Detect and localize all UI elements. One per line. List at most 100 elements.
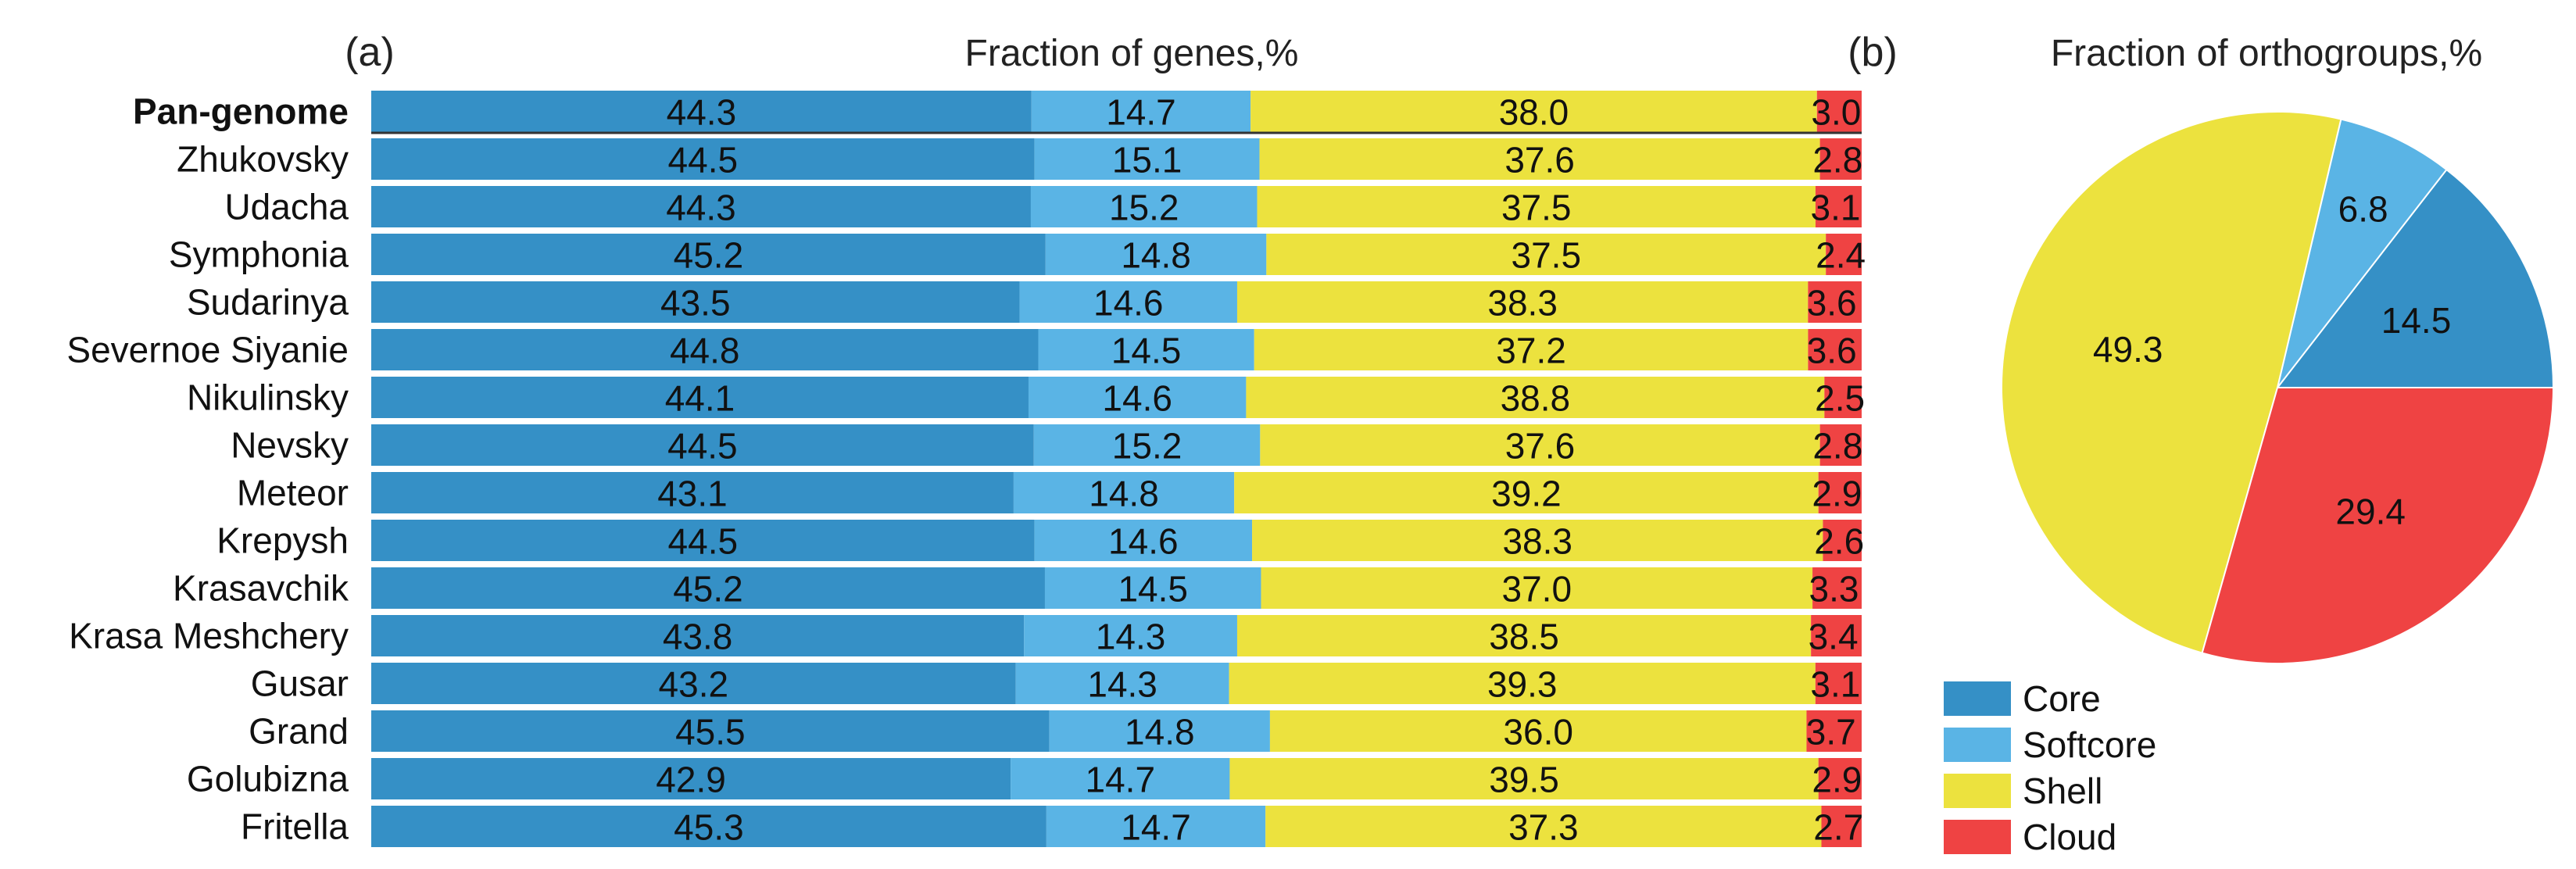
bar-shell-pan-genome bbox=[1250, 91, 1817, 132]
bar-value-label-core-gusar: 43.2 bbox=[659, 664, 729, 705]
bar-value-label-core-golubizna: 42.9 bbox=[656, 760, 726, 800]
legend-label-cloud: Cloud bbox=[2023, 817, 2116, 857]
bar-value-label-softcore-golubizna: 14.7 bbox=[1086, 760, 1156, 800]
bar-shell-krasavchik bbox=[1261, 567, 1813, 609]
bar-value-label-softcore-sudarinya: 14.6 bbox=[1093, 283, 1164, 324]
bar-core-severnoe-siyanie bbox=[371, 329, 1039, 370]
bar-core-sudarinya bbox=[371, 281, 1020, 323]
bar-value-label-cloud-symphonia: 2.4 bbox=[1816, 235, 1866, 276]
bar-cloud-krasa-meshchery bbox=[1811, 615, 1862, 656]
category-label-krasavchik: Krasavchik bbox=[173, 568, 349, 609]
pie-value-label-softcore: 6.8 bbox=[2338, 189, 2388, 230]
bar-value-label-softcore-krepysh: 14.6 bbox=[1108, 521, 1179, 562]
bar-core-grand bbox=[371, 710, 1050, 752]
bar-value-label-cloud-udacha: 3.1 bbox=[1810, 188, 1860, 228]
bar-shell-krasa-meshchery bbox=[1236, 615, 1812, 656]
bar-value-label-softcore-grand: 14.8 bbox=[1125, 712, 1195, 753]
bar-value-label-shell-krasa-meshchery: 38.5 bbox=[1489, 617, 1559, 657]
bar-value-label-softcore-symphonia: 14.8 bbox=[1121, 235, 1191, 276]
category-label-pan-genome: Pan-genome bbox=[133, 91, 349, 132]
bar-shell-meteor bbox=[1234, 472, 1819, 513]
bar-cloud-udacha bbox=[1815, 186, 1862, 227]
bar-cloud-fritella bbox=[1821, 806, 1862, 847]
bar-shell-sudarinya bbox=[1236, 281, 1809, 323]
category-label-sudarinya: Sudarinya bbox=[187, 282, 349, 323]
bar-softcore-golubizna bbox=[1011, 758, 1230, 799]
bar-value-label-core-nikulinsky: 44.1 bbox=[665, 378, 735, 419]
category-label-nikulinsky: Nikulinsky bbox=[187, 377, 349, 418]
bar-value-label-softcore-gusar: 14.3 bbox=[1087, 664, 1157, 705]
pie-value-label-core: 14.5 bbox=[2381, 300, 2452, 341]
bar-core-nikulinsky bbox=[371, 377, 1029, 418]
bar-value-label-core-grand: 45.5 bbox=[675, 712, 746, 753]
bar-core-symphonia bbox=[371, 234, 1046, 275]
pie-value-label-shell: 49.3 bbox=[2093, 329, 2163, 370]
legend-label-shell: Shell bbox=[2023, 771, 2102, 811]
bar-softcore-udacha bbox=[1030, 186, 1258, 227]
bar-cloud-gusar bbox=[1815, 663, 1862, 704]
bar-softcore-pan-genome bbox=[1031, 91, 1251, 132]
bar-softcore-krasavchik bbox=[1044, 567, 1261, 609]
bar-cloud-golubizna bbox=[1818, 758, 1862, 799]
category-label-fritella: Fritella bbox=[241, 806, 349, 847]
bar-cloud-sudarinya bbox=[1808, 281, 1862, 323]
bar-cloud-grand bbox=[1806, 710, 1862, 752]
bar-value-label-shell-zhukovsky: 37.6 bbox=[1504, 140, 1575, 181]
bar-value-label-core-meteor: 43.1 bbox=[657, 474, 728, 514]
category-label-golubizna: Golubizna bbox=[187, 759, 349, 799]
bar-shell-fritella bbox=[1265, 806, 1822, 847]
bar-value-label-shell-grand: 36.0 bbox=[1503, 712, 1573, 753]
bar-value-label-core-sudarinya: 43.5 bbox=[660, 283, 731, 324]
legend-swatch-cloud bbox=[1944, 820, 2011, 854]
bar-shell-nikulinsky bbox=[1246, 377, 1825, 418]
legend-label-softcore: Softcore bbox=[2023, 724, 2156, 765]
bar-softcore-fritella bbox=[1046, 806, 1266, 847]
bar-core-zhukovsky bbox=[371, 138, 1035, 180]
category-label-udacha: Udacha bbox=[224, 187, 349, 227]
bar-cloud-krasavchik bbox=[1812, 567, 1862, 609]
bar-value-label-cloud-severnoe-siyanie: 3.6 bbox=[1807, 331, 1857, 371]
bar-value-label-shell-sudarinya: 38.3 bbox=[1487, 283, 1558, 324]
bar-chart-title: Fraction of genes,% bbox=[965, 33, 1299, 74]
category-label-nevsky: Nevsky bbox=[231, 425, 349, 466]
bar-core-pan-genome bbox=[371, 91, 1032, 132]
bar-value-label-cloud-fritella: 2.7 bbox=[1813, 807, 1863, 848]
bar-core-nevsky bbox=[371, 424, 1034, 466]
bar-shell-golubizna bbox=[1229, 758, 1819, 799]
legend: Core Softcore Shell Cloud bbox=[1944, 678, 2156, 857]
category-label-zhukovsky: Zhukovsky bbox=[177, 139, 349, 180]
bar-shell-grand bbox=[1269, 710, 1807, 752]
panel-a-label: (a) bbox=[345, 30, 395, 75]
bar-value-label-cloud-zhukovsky: 2.8 bbox=[1812, 140, 1862, 181]
bar-shell-severnoe-siyanie bbox=[1254, 329, 1809, 370]
bar-value-label-shell-meteor: 39.2 bbox=[1491, 474, 1562, 514]
bar-value-label-cloud-nevsky: 2.8 bbox=[1812, 426, 1862, 467]
bar-value-label-cloud-krasa-meshchery: 3.4 bbox=[1809, 617, 1859, 657]
bar-value-label-softcore-zhukovsky: 15.1 bbox=[1112, 140, 1182, 181]
bar-value-label-core-zhukovsky: 44.5 bbox=[668, 140, 739, 181]
bar-softcore-gusar bbox=[1015, 663, 1229, 704]
bar-value-label-core-severnoe-siyanie: 44.8 bbox=[670, 331, 740, 371]
bar-value-label-core-krepysh: 44.5 bbox=[668, 521, 739, 562]
category-label-krepysh: Krepysh bbox=[216, 520, 349, 561]
bar-shell-krepysh bbox=[1252, 520, 1823, 561]
category-label-meteor: Meteor bbox=[237, 473, 349, 513]
bar-value-label-softcore-krasavchik: 14.5 bbox=[1118, 569, 1188, 610]
bar-value-label-shell-udacha: 37.5 bbox=[1501, 188, 1572, 228]
bar-value-label-shell-pan-genome: 38.0 bbox=[1499, 92, 1569, 133]
bar-value-label-shell-golubizna: 39.5 bbox=[1489, 760, 1559, 800]
bar-value-label-shell-fritella: 37.3 bbox=[1508, 807, 1579, 848]
bar-core-fritella bbox=[371, 806, 1046, 847]
bar-softcore-krepysh bbox=[1034, 520, 1253, 561]
bar-value-label-softcore-udacha: 15.2 bbox=[1109, 188, 1179, 228]
bar-shell-gusar bbox=[1229, 663, 1816, 704]
bar-core-krepysh bbox=[371, 520, 1035, 561]
bar-cloud-nikulinsky bbox=[1824, 377, 1862, 418]
bar-value-label-core-krasa-meshchery: 43.8 bbox=[663, 617, 733, 657]
category-label-gusar: Gusar bbox=[251, 663, 349, 704]
bar-softcore-nikulinsky bbox=[1028, 377, 1247, 418]
category-label-grand: Grand bbox=[249, 711, 349, 752]
bar-core-gusar bbox=[371, 663, 1016, 704]
bar-shell-zhukovsky bbox=[1259, 138, 1820, 180]
